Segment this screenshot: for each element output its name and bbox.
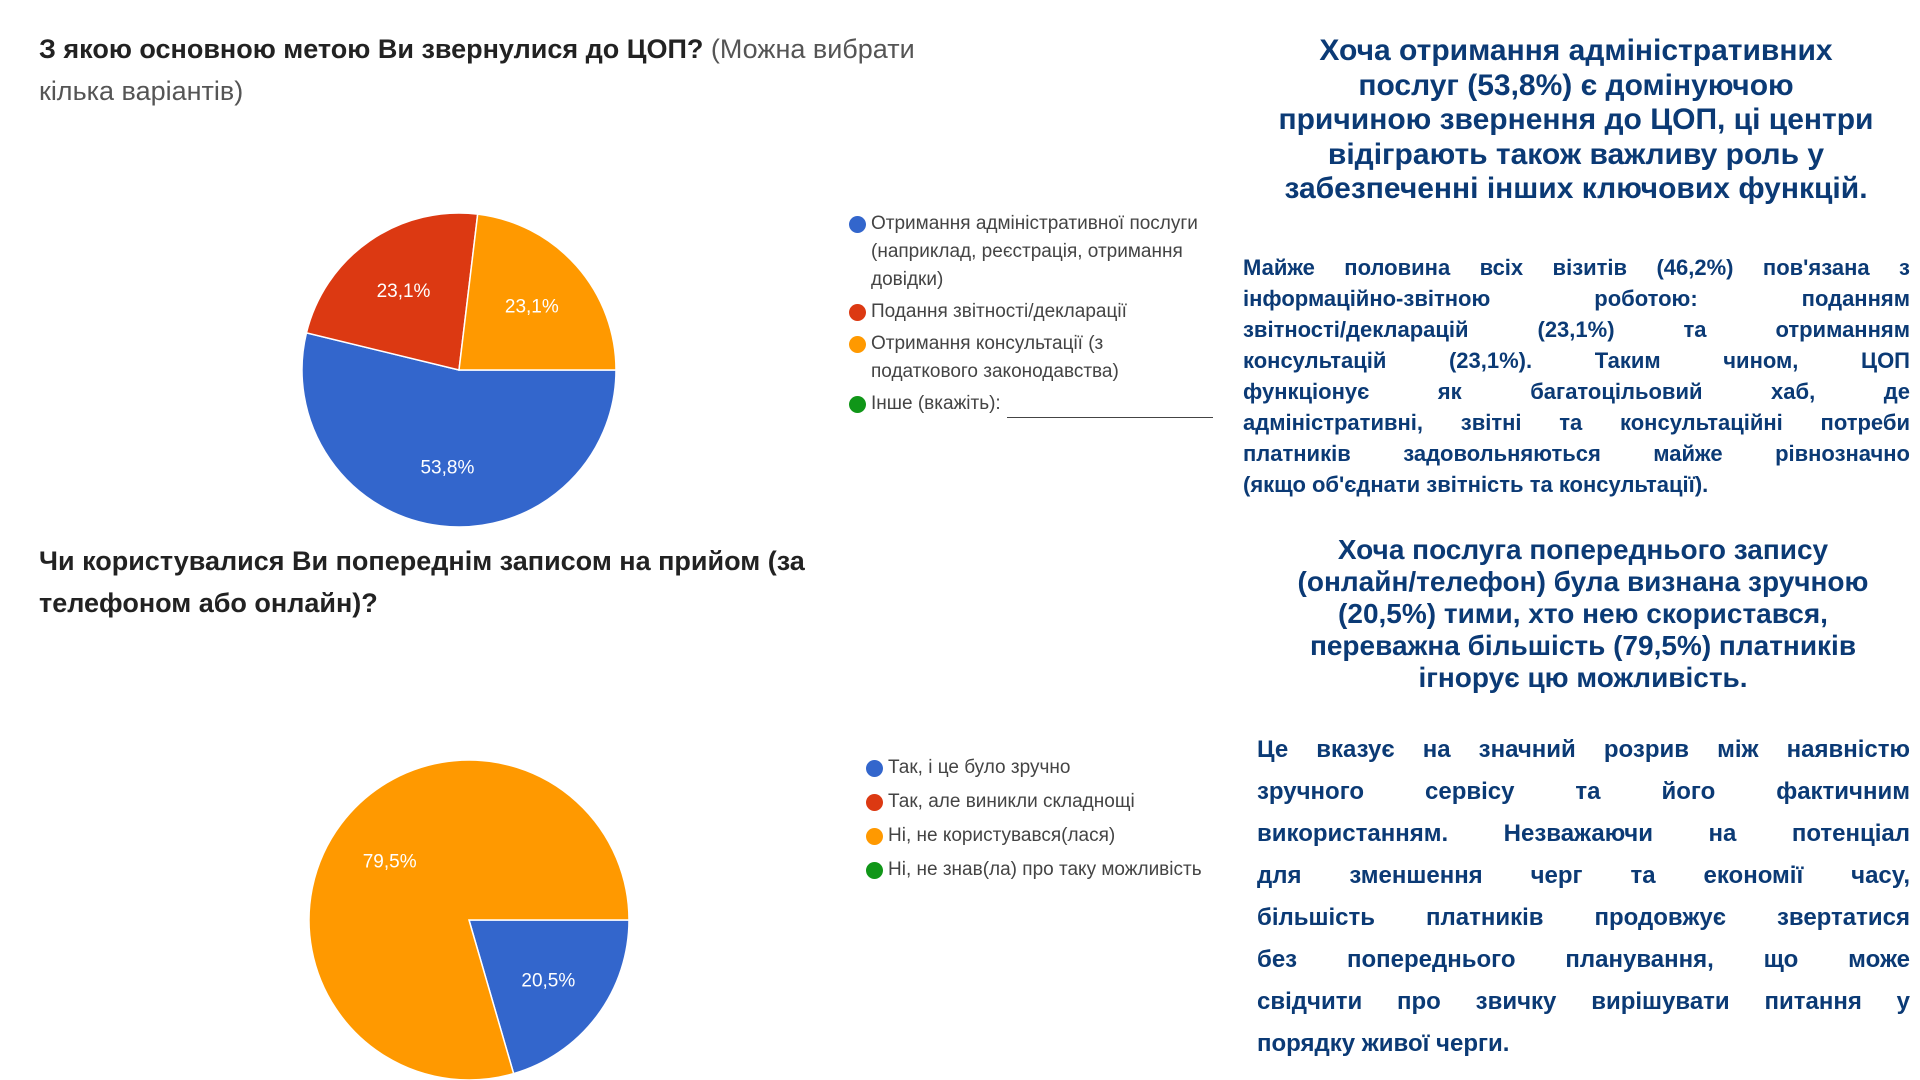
legend-item[interactable]: Інше (вкажіть):: [849, 390, 1249, 418]
pie-slice[interactable]: [308, 759, 630, 1080]
legend-swatch-blue: [849, 216, 866, 233]
legend-item[interactable]: Так, але виникли складнощі: [866, 788, 1266, 816]
legend-label: податкового законодавства): [871, 361, 1119, 382]
text-line: (20,5%) тими, хто нею скористався,: [1338, 598, 1828, 629]
commentary-heading-2: Хоча послуга попереднього запису (онлайн/…: [1250, 534, 1916, 694]
legend-label: довідки): [871, 269, 944, 290]
legend-label: Так, і це було зручно: [888, 757, 1071, 778]
commentary-paragraph-2: Це вказує на значний розрив між наявніст…: [1257, 729, 1910, 1065]
other-blank-line: [1006, 397, 1213, 418]
text-line: зручного сервісу та його фактичним: [1257, 778, 1910, 805]
legend-item[interactable]: Подання звітності/декларації: [849, 298, 1249, 326]
text-line: звітності/декларацій (23,1%) та отриманн…: [1243, 317, 1910, 342]
legend-item[interactable]: Ні, не користувався(лася): [866, 822, 1266, 850]
pie-slice[interactable]: [458, 213, 617, 371]
text-line: інформаційно-звітною роботою: поданням: [1243, 286, 1910, 311]
legend-label: Отримання консультації (з: [871, 333, 1104, 354]
legend-swatch-green: [866, 862, 883, 879]
commentary-heading-1: Хоча отримання адміністративних послуг (5…: [1240, 34, 1912, 207]
text-line: відіграють також важливу роль у: [1327, 137, 1825, 171]
text-line: послуг (53,8%) є домінуючою: [1358, 68, 1794, 102]
legend-swatch-blue: [866, 760, 883, 777]
legend-item[interactable]: Так, і це було зручно: [866, 754, 1266, 782]
text-line: використанням. Незважаючи на потенціал: [1257, 820, 1910, 847]
chart1-subtitle: (Можна вибрати кілька варіантів): [39, 34, 915, 106]
text-line: порядку живої черги.: [1257, 1030, 1510, 1057]
text-line: консультацій (23,1%). Таким чином, ЦОП: [1243, 348, 1910, 373]
slice-label: 53,8%: [420, 458, 474, 479]
pie-slice[interactable]: [468, 919, 630, 1075]
legend-item[interactable]: Отримання консультації (з податкового за…: [849, 330, 1249, 386]
text-line: свідчити про звичку вирішувати питання у: [1257, 988, 1910, 1015]
text-line: більшість платників продовжує звертатися: [1257, 904, 1910, 931]
text-line: адміністративні, звітні та консультаційн…: [1243, 410, 1910, 435]
text-line: (онлайн/телефон) була визнана зручною: [1297, 566, 1869, 597]
legend-item[interactable]: Отримання адміністративної послуги (напр…: [849, 210, 1249, 294]
slice-label: 23,1%: [505, 296, 559, 317]
chart2-question: Чи користувалися Ви попереднім записом н…: [39, 546, 805, 618]
commentary-paragraph-1: Майже половина всіх візитів (46,2%) пов'…: [1243, 252, 1910, 500]
pie-slice[interactable]: [305, 212, 479, 371]
slice-label: 79,5%: [363, 851, 417, 872]
text-line: Майже половина всіх візитів (46,2%) пов'…: [1243, 255, 1910, 280]
legend-swatch-green: [849, 396, 866, 413]
pie-slice[interactable]: [301, 331, 617, 528]
legend-label: Ні, не знав(ла) про таку можливість: [888, 859, 1202, 880]
text-line: функціонує як багатоцільовий хаб, де: [1243, 379, 1910, 404]
legend-swatch-red: [866, 794, 883, 811]
slice-label: 20,5%: [521, 971, 575, 992]
text-line: платників задовольняються майже рівнозна…: [1243, 441, 1910, 466]
text-line: без попереднього планування, що може: [1257, 946, 1910, 973]
legend-label: Подання звітності/декларації: [871, 301, 1127, 322]
legend-label: Ні, не користувався(лася): [888, 825, 1116, 846]
text-line: Це вказує на значний розрив між наявніст…: [1257, 736, 1910, 763]
legend-label: Отримання адміністративної послуги: [871, 213, 1198, 234]
chart2-title: Чи користувалися Ви попереднім записом н…: [39, 540, 869, 624]
chart1-title: З якою основною метою Ви звернулися до Ц…: [39, 28, 979, 112]
text-line: Хоча отримання адміністративних: [1319, 34, 1833, 67]
legend-swatch-orange: [866, 828, 883, 845]
text-line: ігнорує цю можливість.: [1418, 662, 1748, 693]
legend-label: Інше (вкажіть):: [871, 393, 1001, 414]
text-line: для зменшення черг та економії часу,: [1257, 862, 1910, 889]
chart1-legend: Отримання адміністративної послуги (напр…: [849, 210, 1249, 422]
chart1-question: З якою основною метою Ви звернулися до Ц…: [39, 34, 704, 64]
text-line: причиною звернення до ЦОП, ці центри: [1278, 103, 1874, 136]
text-line: забезпеченні інших ключових функцій.: [1284, 172, 1868, 205]
legend-label: (наприклад, реєстрація, отримання: [871, 241, 1183, 262]
legend-swatch-orange: [849, 336, 866, 353]
text-line: переважна більшість (79,5%) платників: [1309, 630, 1857, 661]
legend-label: Так, але виникли складнощі: [888, 791, 1135, 812]
chart2-legend: Так, і це було зручно Так, але виникли с…: [866, 754, 1266, 890]
legend-item[interactable]: Ні, не знав(ла) про таку можливість: [866, 856, 1266, 884]
legend-swatch-red: [849, 304, 866, 321]
slice-label: 23,1%: [377, 281, 431, 302]
text-line: Хоча послуга попереднього запису: [1337, 534, 1829, 565]
text-line: (якщо об'єднати звітність та консультаці…: [1243, 472, 1709, 497]
